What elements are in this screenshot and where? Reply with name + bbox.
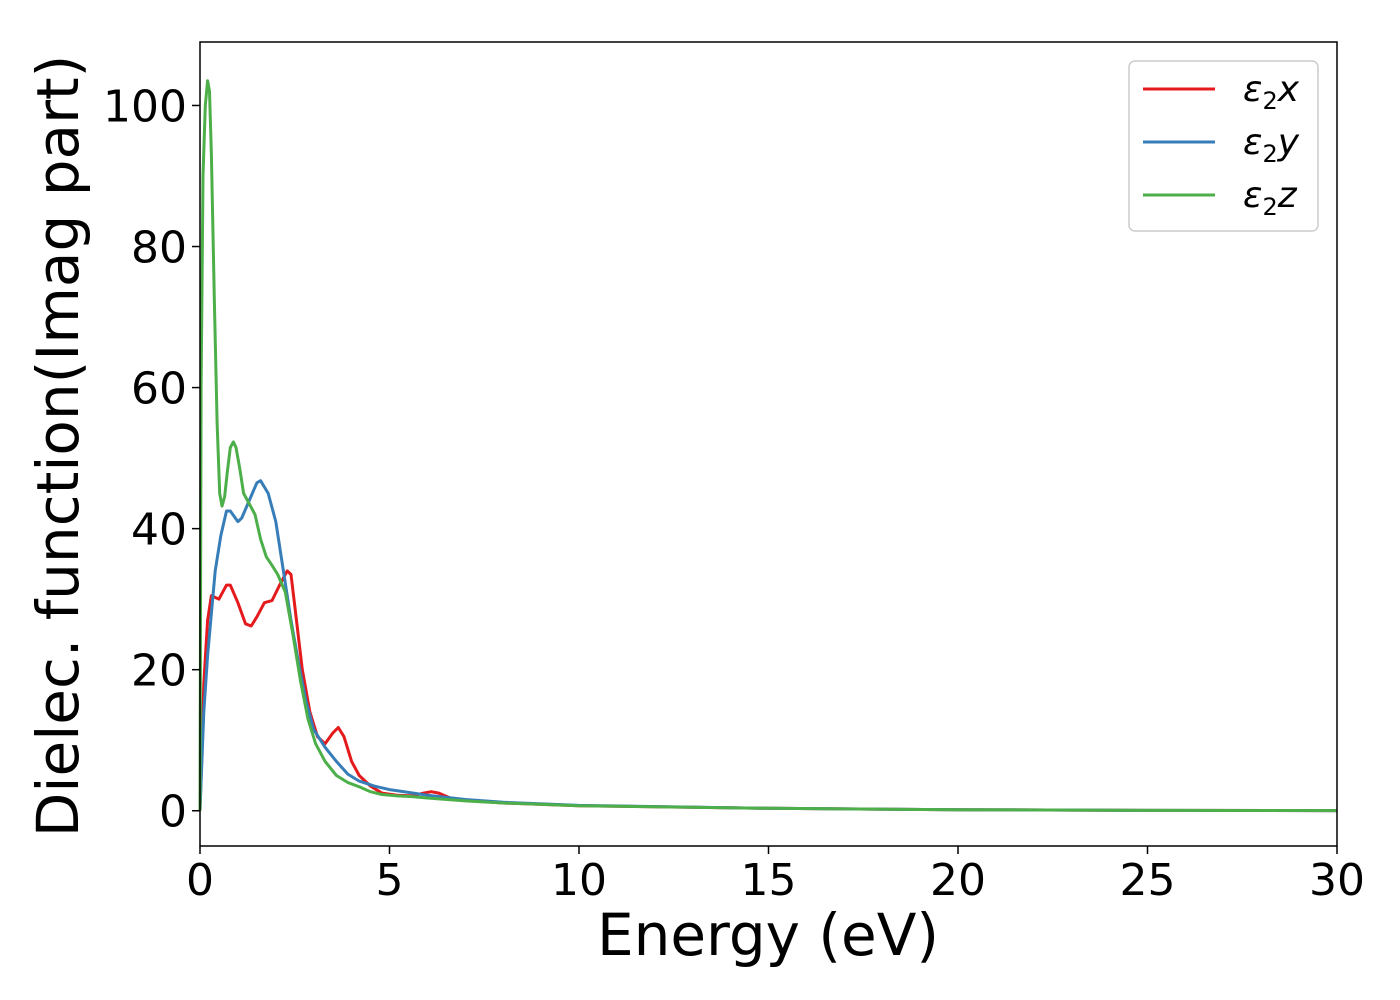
x-tick-label: 10 — [551, 855, 607, 906]
y-tick-label: 100 — [103, 81, 187, 132]
legend-label-x: ε2x — [1243, 69, 1300, 115]
y-tick-label: 80 — [131, 223, 187, 274]
y-tick-label: 20 — [131, 646, 187, 697]
y-axis-ticks: 0 20 40 60 80 100 — [103, 81, 200, 838]
legend-box — [1128, 60, 1319, 232]
x-axis-title: Energy (eV) — [597, 901, 939, 969]
legend-label-y: ε2y — [1243, 122, 1300, 168]
x-tick-label: 30 — [1309, 855, 1365, 906]
legend-label-z: ε2z — [1243, 175, 1298, 221]
legend: ε2x ε2y ε2z — [1128, 60, 1319, 232]
x-tick-label: 0 — [186, 855, 214, 906]
y-tick-label: 40 — [131, 505, 187, 556]
y-axis-title: Dielec. function(Imag part) — [24, 55, 92, 838]
series-line-x — [198, 569, 1338, 813]
y-tick-label: 0 — [159, 787, 187, 838]
series-line-z — [198, 79, 1338, 813]
x-axis-ticks: 0 5 10 15 20 25 30 — [186, 846, 1365, 906]
x-tick-label: 25 — [1120, 855, 1176, 906]
y-tick-label: 60 — [131, 364, 187, 415]
plot-lines — [198, 79, 1338, 813]
series-line-y — [198, 479, 1338, 813]
plot-frame — [199, 41, 1338, 847]
x-tick-label: 5 — [376, 855, 404, 906]
x-tick-label: 20 — [930, 855, 986, 906]
x-tick-label: 15 — [741, 855, 797, 906]
